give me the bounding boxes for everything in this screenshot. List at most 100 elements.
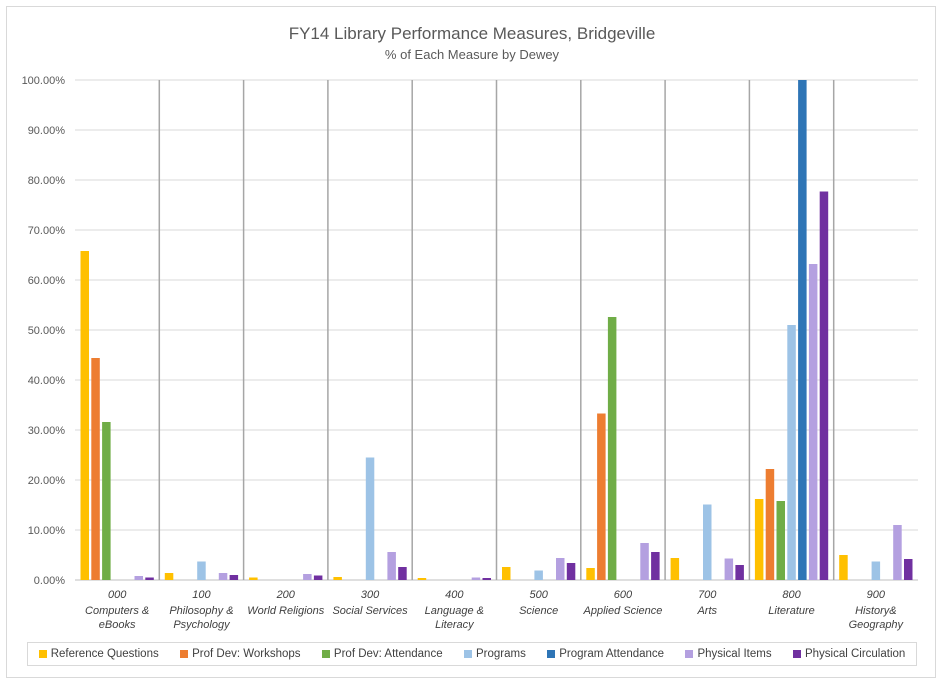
bar <box>303 574 312 580</box>
y-tick-label: 50.00% <box>28 325 66 337</box>
x-tick-label-code: 800 <box>782 589 801 601</box>
legend-swatch <box>180 650 189 658</box>
bar <box>197 561 206 580</box>
y-tick-label: 60.00% <box>28 275 66 287</box>
legend-label: Prof Dev: Attendance <box>333 648 443 660</box>
bar <box>387 552 396 580</box>
x-tick-label-code: 200 <box>276 589 296 601</box>
bar <box>417 578 427 580</box>
chart-title: FY14 Library Performance Measures, Bridg… <box>288 24 656 43</box>
x-tick-label-code: 500 <box>529 589 548 601</box>
y-tick-label: 100.00% <box>22 75 66 87</box>
legend-item: Prof Dev: Attendance <box>321 648 443 660</box>
y-tick-label: 90.00% <box>28 125 66 137</box>
legend-swatch <box>463 650 472 658</box>
legend-swatch <box>321 650 330 658</box>
x-tick-label-name: Applied Science <box>583 605 663 617</box>
legend-item: Programs <box>463 648 526 660</box>
bar <box>670 558 680 580</box>
bar <box>808 264 818 580</box>
bar <box>566 563 576 580</box>
bar <box>597 413 606 580</box>
bar <box>102 422 111 580</box>
legend-label: Physical Items <box>697 648 772 660</box>
bar <box>333 577 342 580</box>
y-tick-label: 30.00% <box>28 425 66 437</box>
bar <box>819 191 829 580</box>
bar <box>640 543 649 580</box>
bar <box>787 325 796 580</box>
legend-swatch <box>792 650 801 658</box>
legend-label: Programs <box>475 648 526 660</box>
x-tick-label-name: Computers & <box>85 605 149 617</box>
chart-subtitle: % of Each Measure by Dewey <box>384 47 560 62</box>
x-tick-label-name: Social Services <box>332 605 408 617</box>
bar <box>735 565 744 580</box>
bar <box>229 575 239 580</box>
legend-item: Program Attendance <box>547 648 664 660</box>
bar <box>724 558 734 580</box>
x-tick-label-code: 300 <box>361 589 380 601</box>
x-tick-label-name: Geography <box>849 619 905 631</box>
bar <box>398 567 407 580</box>
bar <box>556 558 565 580</box>
bar <box>651 552 660 580</box>
bar <box>904 559 913 580</box>
bar <box>80 251 89 580</box>
y-tick-label: 0.00% <box>34 575 65 587</box>
x-tick-label-name: eBooks <box>99 619 136 631</box>
x-tick-label-code: 700 <box>698 589 717 601</box>
legend-item: Physical Circulation <box>792 648 905 660</box>
x-tick-label-code: 900 <box>867 589 886 601</box>
x-tick-label-name: Arts <box>696 605 717 617</box>
x-tick-label-name: Literacy <box>435 619 475 631</box>
x-tick-label-code: 100 <box>192 589 211 601</box>
bar <box>871 561 881 580</box>
bar <box>754 499 764 580</box>
x-tick-label-name: Language & <box>425 605 484 617</box>
legend-item: Prof Dev: Workshops <box>180 648 301 660</box>
bar <box>365 457 375 580</box>
x-tick-label-code: 600 <box>614 589 633 601</box>
legend-swatch <box>685 650 694 658</box>
bar <box>145 577 154 580</box>
bar <box>471 577 481 580</box>
bar <box>776 501 785 580</box>
chart-legend: Reference Questions Prof Dev: Workshops Pr… <box>27 642 917 666</box>
x-tick-label-name: Psychology <box>173 619 231 631</box>
x-tick-label-name: Philosophy & <box>169 605 233 617</box>
x-tick-label-name: Science <box>519 605 558 617</box>
bar <box>839 555 848 580</box>
bar <box>893 525 902 580</box>
y-tick-label: 10.00% <box>28 525 66 537</box>
bar <box>249 577 258 580</box>
bar <box>798 80 807 580</box>
bar <box>586 568 595 580</box>
x-tick-label-code: 000 <box>108 589 127 601</box>
bar <box>91 358 100 580</box>
bar <box>134 576 143 580</box>
bar <box>164 573 174 580</box>
bar <box>607 317 617 580</box>
bar <box>502 567 511 580</box>
legend-label: Program Attendance <box>559 648 665 660</box>
bar <box>313 575 323 580</box>
y-tick-label: 40.00% <box>28 375 66 387</box>
x-tick-label-code: 400 <box>445 589 464 601</box>
bar <box>482 578 491 580</box>
legend-item: Reference Questions <box>38 648 159 660</box>
bar <box>703 504 712 580</box>
legend-label: Prof Dev: Workshops <box>192 648 301 660</box>
legend-swatch <box>38 650 47 658</box>
legend-label: Reference Questions <box>50 648 159 660</box>
y-tick-label: 70.00% <box>28 225 66 237</box>
y-tick-label: 20.00% <box>28 475 66 487</box>
bar-chart: 0.00% 10.00% 20.00% 30.00% 40.00% 50.00% 60.00… <box>22 75 918 631</box>
x-tick-label-name: World Religions <box>247 605 325 617</box>
legend-swatch <box>547 650 556 658</box>
bar <box>218 573 228 580</box>
legend-item: Physical Items <box>685 648 772 660</box>
x-tick-label-name: Literature <box>768 605 814 617</box>
bar <box>765 469 775 580</box>
bar <box>534 570 543 580</box>
